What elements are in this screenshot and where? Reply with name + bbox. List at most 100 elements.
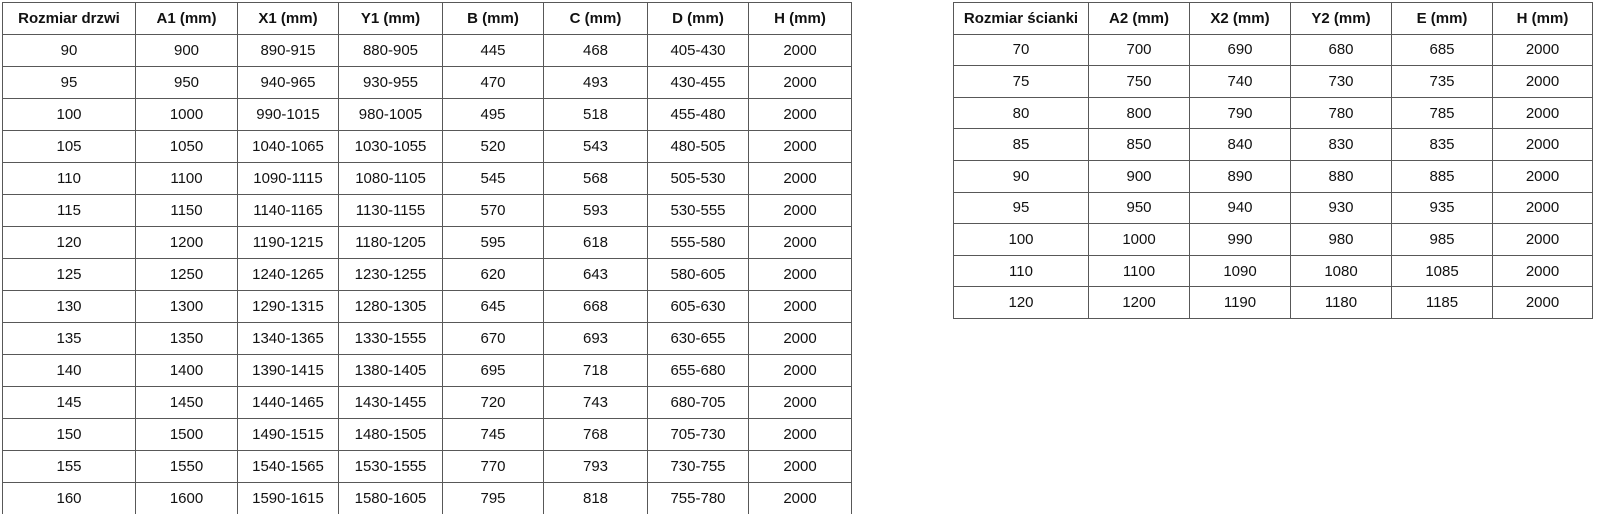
table-cell: 110 (2, 162, 136, 195)
table-cell: 1300 (135, 290, 238, 323)
table-row: 90 900 890-915 880-905 445 468 405-430 2000 (2, 34, 852, 67)
table-cell: 100 (2, 98, 136, 131)
table-cell: 140 (2, 354, 136, 387)
table-cell: 543 (543, 130, 648, 163)
table-cell: 1000 (1088, 223, 1190, 256)
table-row: 100 1000 990 980 985 2000 (953, 223, 1593, 256)
table-cell: 630-655 (647, 322, 749, 355)
column-header: A2 (mm) (1088, 2, 1190, 35)
table-cell: 115 (2, 194, 136, 227)
table-cell: 1090 (1189, 254, 1291, 288)
table-cell: 890-915 (237, 34, 339, 67)
table-cell: 790 (1189, 96, 1291, 130)
table-cell: 1230-1255 (338, 258, 443, 291)
table-cell: 2000 (1492, 159, 1593, 193)
table-cell: 705-730 (647, 418, 749, 451)
table-cell: 2000 (748, 162, 852, 195)
table-cell: 2000 (748, 258, 852, 291)
table-cell: 835 (1391, 128, 1493, 161)
table-cell: 750 (1088, 65, 1190, 98)
table-cell: 880 (1290, 159, 1392, 193)
table-cell: 2000 (748, 290, 852, 323)
table-cell: 405-430 (647, 34, 749, 67)
table-cell: 643 (543, 258, 648, 291)
table-cell: 930-955 (338, 66, 443, 99)
table-cell: 1430-1455 (338, 386, 443, 419)
table-cell: 695 (442, 354, 544, 387)
table-cell: 2000 (748, 482, 852, 514)
column-header: X2 (mm) (1189, 2, 1291, 35)
column-header: X1 (mm) (237, 2, 339, 35)
column-header: D (mm) (647, 2, 749, 35)
table-cell: 1050 (135, 130, 238, 163)
table-cell: 1080 (1290, 254, 1392, 288)
table-cell: 70 (953, 33, 1089, 67)
table-cell: 768 (543, 418, 648, 451)
table-cell: 593 (543, 194, 648, 227)
table-cell: 95 (2, 66, 136, 99)
table-row: 90 900 890 880 885 2000 (953, 159, 1593, 193)
table-cell: 518 (543, 98, 648, 131)
table-cell: 685 (1391, 33, 1493, 67)
column-header: Y2 (mm) (1290, 2, 1392, 35)
door-size-table: Rozmiar drzwi A1 (mm) X1 (mm) Y1 (mm) B (mm)… (2, 2, 852, 514)
table-cell: 795 (442, 482, 544, 514)
column-header: H (mm) (1492, 2, 1593, 35)
column-header: E (mm) (1391, 2, 1493, 35)
table-row: 160 1600 1590-1615 1580-1605 795 818 755-780 20… (2, 482, 852, 514)
table-cell: 940 (1189, 191, 1291, 225)
table-row: 155 1550 1540-1565 1530-1555 770 793 730-755 20… (2, 450, 852, 483)
table-cell: 2000 (1492, 254, 1593, 288)
table-cell: 75 (953, 65, 1089, 98)
table-cell: 680-705 (647, 386, 749, 419)
table-cell: 980-1005 (338, 98, 443, 131)
table-cell: 135 (2, 322, 136, 355)
table-cell: 990 (1189, 223, 1291, 256)
table-cell: 1490-1515 (237, 418, 339, 451)
table-cell: 930 (1290, 191, 1392, 225)
table-cell: 430-455 (647, 66, 749, 99)
table-cell: 680 (1290, 33, 1392, 67)
table-cell: 445 (442, 34, 544, 67)
table-cell: 950 (135, 66, 238, 99)
table-cell: 900 (1088, 159, 1190, 193)
table-cell: 785 (1391, 96, 1493, 130)
table-cell: 990-1015 (237, 98, 339, 131)
table-row: 110 1100 1090-1115 1080-1105 545 568 505-530 20… (2, 162, 852, 195)
table-cell: 1600 (135, 482, 238, 514)
table-cell: 493 (543, 66, 648, 99)
header-row: Rozmiar ścianki A2 (mm) X2 (mm) Y2 (mm) E (m… (953, 2, 1593, 35)
table-cell: 980 (1290, 223, 1392, 256)
table-cell: 645 (442, 290, 544, 323)
table-cell: 1130-1155 (338, 194, 443, 227)
table-cell: 2000 (1492, 223, 1593, 256)
table-row: 150 1500 1490-1515 1480-1505 745 768 705-730 20… (2, 418, 852, 451)
table-cell: 520 (442, 130, 544, 163)
table-cell: 818 (543, 482, 648, 514)
table-cell: 1040-1065 (237, 130, 339, 163)
table-cell: 2000 (748, 66, 852, 99)
table-cell: 618 (543, 226, 648, 259)
table-cell: 1330-1555 (338, 322, 443, 355)
table-cell: 1450 (135, 386, 238, 419)
table-cell: 110 (953, 254, 1089, 288)
table-cell: 2000 (748, 450, 852, 483)
column-header: C (mm) (543, 2, 648, 35)
table-cell: 900 (135, 34, 238, 67)
table-cell: 530-555 (647, 194, 749, 227)
table-cell: 793 (543, 450, 648, 483)
table-cell: 2000 (748, 98, 852, 131)
table-row: 120 1200 1190 1180 1185 2000 (953, 286, 1593, 319)
table-cell: 2000 (1492, 128, 1593, 161)
table-cell: 850 (1088, 128, 1190, 161)
table-cell: 950 (1088, 191, 1190, 225)
table-cell: 1240-1265 (237, 258, 339, 291)
table-cell: 720 (442, 386, 544, 419)
table-cell: 85 (953, 128, 1089, 161)
table-cell: 555-580 (647, 226, 749, 259)
table-cell: 545 (442, 162, 544, 195)
table-cell: 1185 (1391, 286, 1493, 319)
table-cell: 1150 (135, 194, 238, 227)
table-cell: 90 (2, 34, 136, 67)
table-cell: 105 (2, 130, 136, 163)
